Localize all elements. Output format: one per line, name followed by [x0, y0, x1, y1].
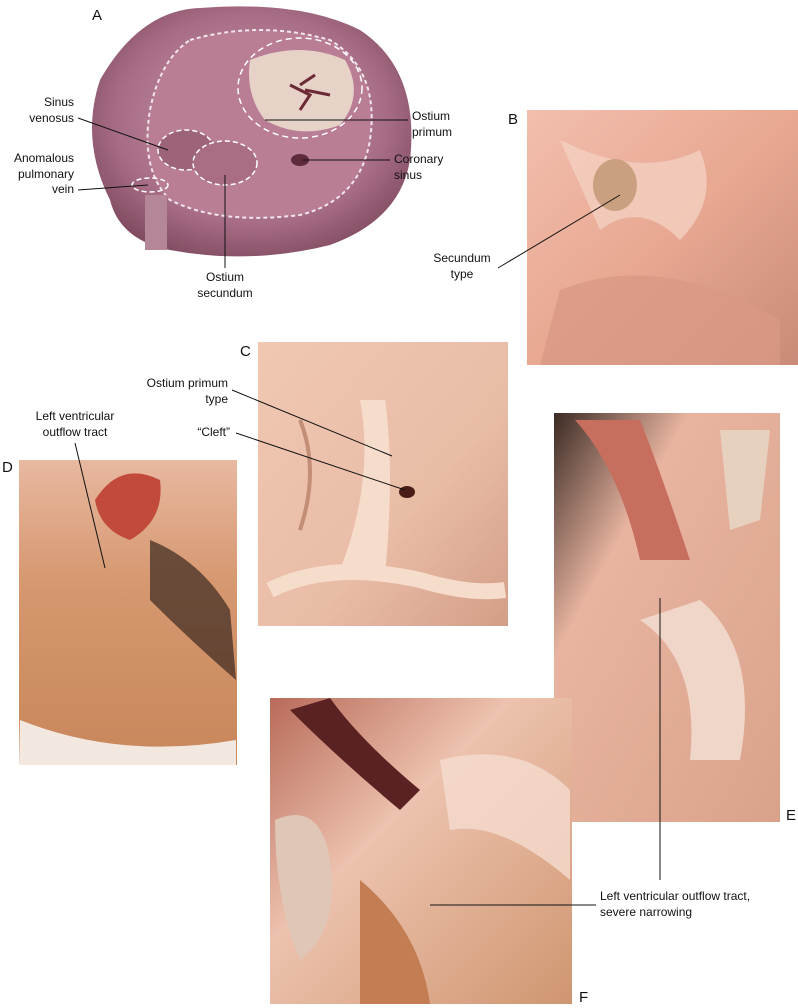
photo-f [270, 698, 572, 1004]
label: sinus [394, 168, 422, 182]
panel-letter: E [786, 807, 796, 824]
label: Ostium [412, 109, 450, 123]
label: primum [412, 125, 452, 139]
label: pulmonary [18, 167, 74, 181]
leader-lines [74, 117, 661, 906]
label: Secundum [433, 251, 490, 265]
photo-e [554, 413, 780, 822]
label: Ostium primum [147, 376, 228, 390]
label: secundum [197, 286, 252, 300]
label: vein [52, 182, 74, 196]
panel-letter: D [2, 459, 13, 476]
panel-letter: F [579, 989, 588, 1006]
label: type [205, 392, 228, 406]
panel-letter: C [240, 343, 251, 360]
illustration-a [92, 6, 412, 257]
photo-b [527, 110, 798, 365]
label: Left ventricular [36, 409, 115, 423]
label: outflow tract [43, 425, 108, 439]
label: Coronary [394, 152, 443, 166]
panel-letter: B [508, 111, 518, 128]
panel-letter: A [92, 7, 102, 24]
label: venosus [29, 111, 74, 125]
label: Anomalous [14, 151, 74, 165]
label: severe narrowing [600, 905, 692, 919]
label: Left ventricular outflow tract, [600, 889, 750, 903]
label: Sinus [44, 95, 74, 109]
label: “Cleft” [197, 425, 230, 439]
label: Ostium [206, 270, 244, 284]
photo-d [19, 460, 237, 765]
photo-c [258, 342, 508, 626]
label: type [451, 267, 474, 281]
